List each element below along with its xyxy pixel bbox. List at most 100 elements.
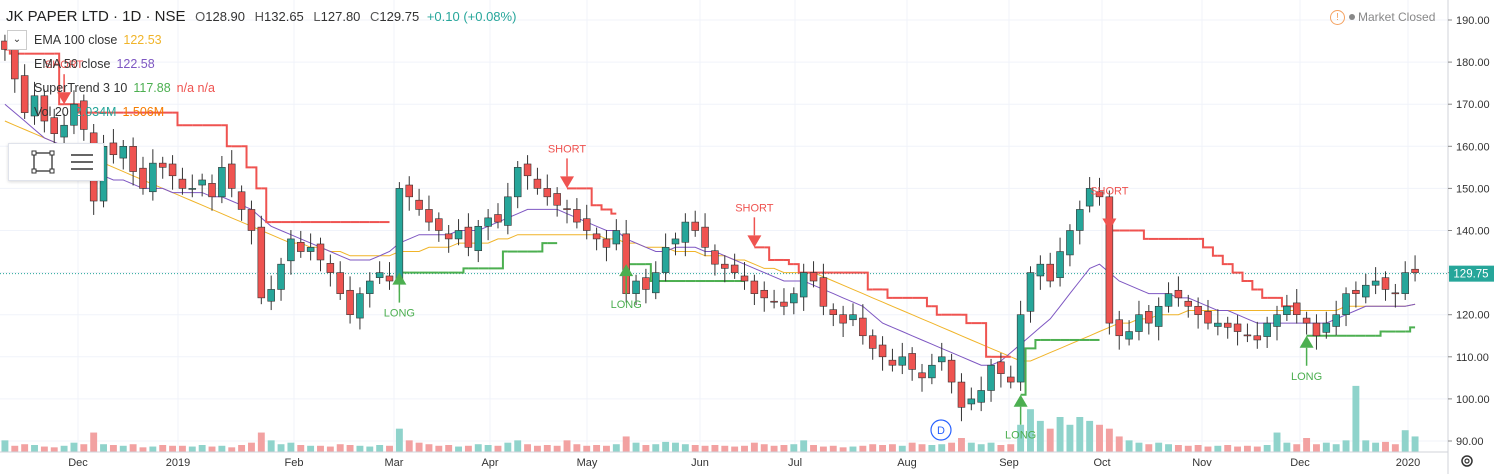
volume-bar xyxy=(1224,445,1232,452)
candle-body xyxy=(533,178,542,189)
candle-body xyxy=(80,100,88,130)
candle-body xyxy=(513,167,522,198)
candle-body xyxy=(484,217,492,227)
volume-bar xyxy=(760,444,768,452)
candle-body xyxy=(1076,209,1084,231)
candle-body xyxy=(1105,196,1114,324)
candle-body xyxy=(257,226,266,299)
volume-bar xyxy=(642,445,650,452)
gear-ring[interactable] xyxy=(1461,455,1473,467)
candle-body xyxy=(681,221,690,243)
volume-bar xyxy=(612,444,620,452)
time-tick-label: Nov xyxy=(1192,457,1212,469)
price-tick-label: 140.00 xyxy=(1456,226,1490,238)
volume-bar xyxy=(1174,445,1182,452)
candle-body xyxy=(168,163,177,177)
volume-bar xyxy=(100,444,107,452)
volume-bar xyxy=(1293,444,1301,452)
price-tick-label: 90.00 xyxy=(1456,436,1484,448)
supertrend-segment xyxy=(606,208,617,215)
supertrend-label: SuperTrend 3 10 xyxy=(34,81,128,95)
candle-body xyxy=(208,183,216,198)
long-arrow-icon xyxy=(619,264,634,277)
legend-ema100[interactable]: EMA 100 close 122.53 xyxy=(34,33,162,47)
short-signal-label: SHORT xyxy=(45,59,84,71)
candle-body xyxy=(1253,335,1262,341)
dividend-marker-icon[interactable]: D xyxy=(930,419,952,441)
volume-bar xyxy=(770,445,778,452)
supertrend-segment xyxy=(1138,229,1149,240)
supertrend-segment xyxy=(586,187,597,207)
candle-body xyxy=(40,95,49,122)
dividend-circle[interactable] xyxy=(930,419,952,441)
supertrend-segment xyxy=(1030,338,1041,350)
supertrend-segment xyxy=(961,313,972,325)
price-tick-label: 160.00 xyxy=(1456,141,1490,153)
open-value: 128.90 xyxy=(205,9,245,24)
candle-body xyxy=(602,238,611,248)
volume-bar xyxy=(711,445,719,452)
price-axis[interactable]: 190.00180.00170.00160.00150.00140.00130.… xyxy=(1448,15,1490,448)
toolbox-icons xyxy=(31,150,93,174)
volume-bar xyxy=(60,445,68,452)
supertrend-segment xyxy=(241,145,252,169)
time-tick-label: Dec xyxy=(68,457,88,469)
gear-hub[interactable] xyxy=(1464,458,1470,464)
candle-body xyxy=(1322,322,1331,333)
volume-bar xyxy=(494,445,502,452)
chevron-down-icon[interactable]: ⌄ xyxy=(7,30,27,50)
candle-body xyxy=(1184,300,1193,307)
volume-bar xyxy=(1036,420,1044,452)
time-axis[interactable]: Dec 2019 Feb Mar Apr May Jun Jul Aug Sep Oct Nov Dec… xyxy=(68,457,1420,469)
candle-body xyxy=(1302,317,1311,324)
candle-body xyxy=(395,188,404,282)
rectangle-tool-icon[interactable] xyxy=(31,150,55,174)
ema100-label: EMA 100 close xyxy=(34,33,118,47)
candle-body xyxy=(1352,289,1360,294)
supertrend-segment xyxy=(783,258,794,266)
candle-body xyxy=(1233,323,1242,332)
candle-body xyxy=(405,184,413,198)
price-tick-label: 170.00 xyxy=(1456,99,1490,111)
volume-bar xyxy=(386,445,393,452)
gear-icon[interactable] xyxy=(1461,455,1473,467)
time-tick-label: Jun xyxy=(691,457,709,469)
legend-ema50[interactable]: EMA 50 close 122.58 xyxy=(34,57,155,71)
volume-bar xyxy=(208,446,216,452)
warning-icon[interactable]: ! xyxy=(1330,10,1345,26)
low-value: 127.80 xyxy=(320,9,361,24)
plot-area[interactable] xyxy=(0,0,1448,452)
volume-bar xyxy=(908,442,916,452)
volume-bar xyxy=(159,445,167,452)
low-label: L xyxy=(313,9,321,24)
list-icon[interactable] xyxy=(71,154,93,170)
candle-body xyxy=(1174,289,1183,299)
candle-body xyxy=(997,361,1005,374)
volume-bar xyxy=(50,447,58,452)
volume-bar xyxy=(533,445,541,452)
legend-volume[interactable]: Vol 20 2.034M 1.506M xyxy=(34,105,164,119)
candle-body xyxy=(297,241,305,252)
volume-bar xyxy=(178,445,186,452)
candle-body xyxy=(1273,314,1281,327)
candle-body xyxy=(553,193,561,206)
volume-bar xyxy=(1352,385,1360,452)
candle-body xyxy=(435,218,443,231)
candle-body xyxy=(149,162,157,193)
candle-body xyxy=(1214,322,1222,327)
ema100-path xyxy=(4,120,1416,362)
volume-bar xyxy=(672,442,679,452)
candle-body xyxy=(829,309,838,316)
volume-bar xyxy=(31,445,38,452)
supertrend-segment xyxy=(1237,271,1248,283)
supertrend-segment xyxy=(1257,288,1268,299)
candle-body xyxy=(868,335,877,349)
candle-body xyxy=(277,263,285,290)
candle-body xyxy=(1312,322,1321,337)
last-price-value: 129.75 xyxy=(1453,269,1488,281)
ema50-value: 122.58 xyxy=(116,57,155,71)
market-status[interactable]: ! Market Closed xyxy=(1330,10,1435,26)
high-label: H xyxy=(254,9,265,24)
legend-supertrend[interactable]: SuperTrend 3 10 117.88 n/a n/a xyxy=(34,81,215,95)
